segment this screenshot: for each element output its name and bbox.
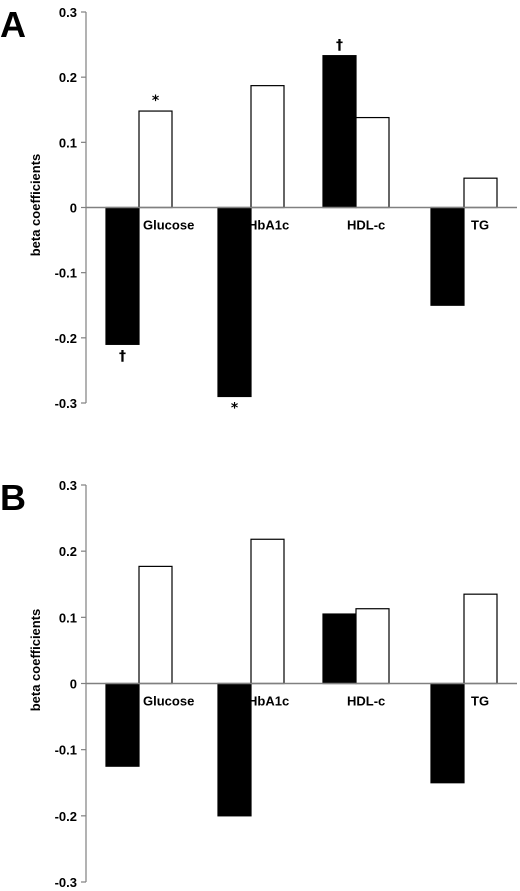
bar-tg-series-2: [463, 593, 498, 685]
y-tick-label: 0.1: [59, 135, 77, 150]
category-label-hdl-c: HDL-c: [347, 218, 385, 233]
y-tick-label: 0.2: [59, 70, 77, 85]
category-label-tg: TG: [471, 694, 489, 709]
y-tick-label: -0.1: [55, 266, 77, 281]
significance-mark: *: [152, 93, 160, 109]
y-tick-label: -0.1: [55, 743, 77, 758]
y-tick-label: -0.3: [55, 875, 77, 890]
y-tick-label: -0.2: [55, 809, 77, 824]
y-tick-label: 0.2: [59, 544, 77, 559]
y-tick-label: -0.2: [55, 331, 77, 346]
category-label-hdl-c: HDL-c: [347, 694, 385, 709]
bar-tg-series-1: [430, 206, 465, 306]
y-axis-title: beta coefficients: [28, 609, 43, 712]
panel-letter: B: [0, 477, 26, 518]
bar-glucose-series-1: [105, 206, 140, 345]
panel-letter: A: [0, 4, 26, 45]
significance-mark: †: [119, 348, 126, 364]
category-label-glucose: Glucose: [143, 218, 194, 233]
y-tick-label: 0.3: [59, 478, 77, 493]
category-label-tg: TG: [471, 218, 489, 233]
bar-hdl-c-series-1: [322, 55, 357, 209]
bar-tg-series-2: [463, 177, 498, 209]
bar-hba1c-series-1: [217, 206, 252, 398]
bar-hdl-c-series-2: [355, 116, 390, 209]
bar-hba1c-series-1: [217, 682, 252, 817]
y-tick-label: 0: [70, 201, 77, 216]
y-tick-label: -0.3: [55, 396, 77, 411]
y-tick-label: 0.3: [59, 5, 77, 20]
y-axis-title: beta coefficients: [28, 154, 43, 257]
bar-glucose-series-2: [138, 110, 173, 209]
bar-hba1c-series-2: [250, 538, 285, 685]
bar-glucose-series-1: [105, 682, 140, 767]
y-tick-label: 0: [70, 677, 77, 692]
category-label-hba1c: HbA1c: [248, 218, 289, 233]
significance-mark: †: [336, 38, 343, 54]
bar-hdl-c-series-1: [322, 613, 357, 685]
category-label-hba1c: HbA1c: [248, 694, 289, 709]
bar-hba1c-series-2: [250, 85, 285, 209]
significance-mark: *: [231, 400, 239, 416]
bar-hdl-c-series-2: [355, 608, 390, 685]
category-label-glucose: Glucose: [143, 694, 194, 709]
bar-tg-series-1: [430, 682, 465, 784]
y-tick-label: 0.1: [59, 610, 77, 625]
bar-glucose-series-2: [138, 565, 173, 685]
